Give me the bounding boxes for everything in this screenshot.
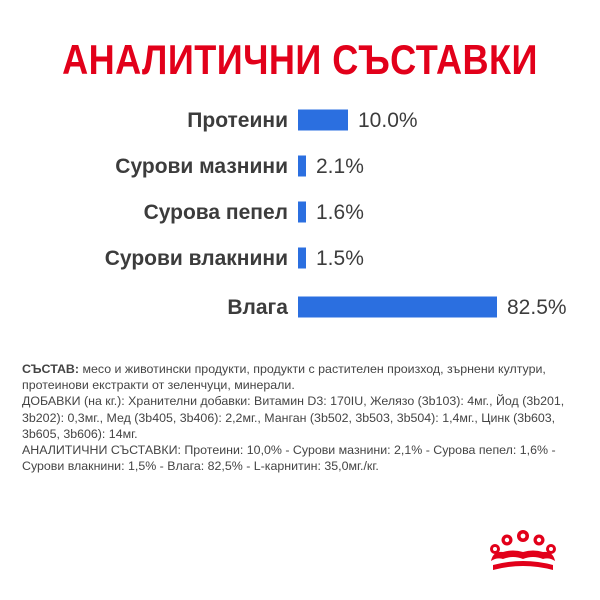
bar [298,296,497,318]
composition-text: месо и животински продукти, продукти с р… [22,362,546,393]
composition-heading: СЪСТАВ: [22,362,80,376]
page-title: АНАЛИТИЧНИ СЪСТАВКИ [62,36,538,83]
category-label: Сурови мазнини [115,155,288,178]
bar [298,247,306,269]
composition-block: СЪСТАВ: месо и животински продукти, прод… [22,361,572,474]
bar [298,155,306,177]
value-label: 1.6% [316,201,364,224]
category-label: Протеини [187,109,288,132]
bar [298,109,348,131]
value-label: 82.5% [507,296,567,319]
value-label: 2.1% [316,155,364,178]
bar-chart: Протеини 10.0% Сурови мазнини 2.1% Сурова пе… [105,109,567,319]
category-label: Сурови влакнини [105,247,288,270]
category-label: Сурова пепел [144,201,288,224]
composition-paragraph: СЪСТАВ: месо и животински продукти, прод… [22,361,572,393]
value-label: 10.0% [358,109,418,132]
value-label: 1.5% [316,247,364,270]
bar [298,201,306,223]
royal-crown-icon [490,530,556,570]
analytical-text: АНАЛИТИЧНИ СЪСТАВКИ: Протеини: 10,0% - С… [22,443,556,474]
additives-text: ДОБАВКИ (на кг.): Хранителни добавки: Ви… [22,394,565,441]
category-label: Влага [227,296,288,319]
